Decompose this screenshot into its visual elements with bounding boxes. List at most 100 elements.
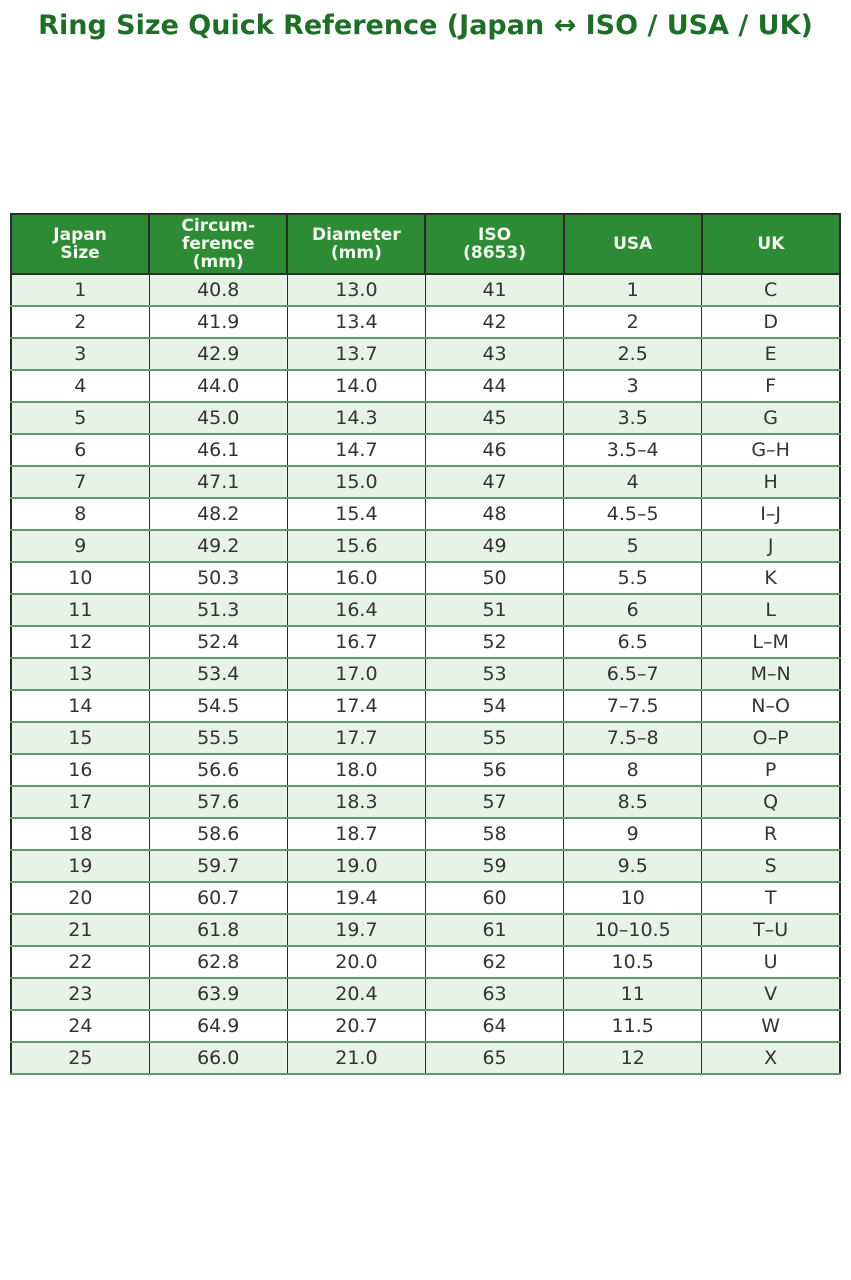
table-cell: 18 — [10, 817, 150, 851]
table-cell: 5 — [563, 529, 703, 563]
table-cell: 18.7 — [286, 817, 426, 851]
table-cell: 8.5 — [563, 785, 703, 819]
table-cell: N–O — [701, 689, 841, 723]
table-cell: 44.0 — [148, 369, 288, 403]
table-cell: 61.8 — [148, 913, 288, 947]
table-cell: 56 — [424, 753, 565, 787]
table-cell: 2 — [10, 305, 150, 339]
table-cell: 13.4 — [286, 305, 426, 339]
table-cell: 10 — [10, 561, 150, 595]
table-row: 4 44.0 14.0 44 3 F — [10, 369, 841, 403]
table-cell: 6 — [10, 433, 150, 467]
table-row: 8 48.2 15.4 48 4.5–5 I–J — [10, 497, 841, 531]
table-row: 19 59.7 19.0 59 9.5 S — [10, 849, 841, 883]
table-body: 1 40.8 13.0 41 1 C 2 41.9 13.4 42 2 D 3 42.9 13.7 43 2.5… — [10, 273, 841, 1075]
table-row: 3 42.9 13.7 43 2.5 E — [10, 337, 841, 371]
table-cell: 11 — [563, 977, 703, 1011]
table-cell: 9 — [563, 817, 703, 851]
table-cell: 14.3 — [286, 401, 426, 435]
table-cell: 15.0 — [286, 465, 426, 499]
table-cell: 65 — [424, 1041, 565, 1075]
table-cell: 7–7.5 — [563, 689, 703, 723]
column-header: Circum- ference (mm) — [148, 213, 289, 275]
table-cell: 7 — [10, 465, 150, 499]
ring-size-table-container: Japan Size Circum- ference (mm) Diameter (… — [9, 213, 842, 1075]
table-cell: 41 — [424, 273, 565, 307]
table-cell: 8 — [563, 753, 703, 787]
table-cell: 4 — [10, 369, 150, 403]
table-cell: I–J — [701, 497, 841, 531]
table-cell: 64 — [424, 1009, 565, 1043]
table-cell: 9 — [10, 529, 150, 563]
table-cell: 15.6 — [286, 529, 426, 563]
table-cell: 46.1 — [148, 433, 288, 467]
table-cell: 12 — [10, 625, 150, 659]
page-title: Ring Size Quick Reference (Japan ↔ ISO /… — [38, 10, 813, 41]
table-cell: 48.2 — [148, 497, 288, 531]
table-cell: L — [701, 593, 841, 627]
table-cell: 2 — [563, 305, 703, 339]
table-cell: 16.0 — [286, 561, 426, 595]
table-row: 18 58.6 18.7 58 9 R — [10, 817, 841, 851]
table-cell: 24 — [10, 1009, 150, 1043]
table-cell: L–M — [701, 625, 841, 659]
table-cell: 49.2 — [148, 529, 288, 563]
table-cell: 14.7 — [286, 433, 426, 467]
table-row: 12 52.4 16.7 52 6.5 L–M — [10, 625, 841, 659]
table-cell: 60 — [424, 881, 565, 915]
table-cell: O–P — [701, 721, 841, 755]
table-cell: 22 — [10, 945, 150, 979]
table-cell: 6.5–7 — [563, 657, 703, 691]
table-cell: 53.4 — [148, 657, 288, 691]
table-cell: V — [701, 977, 841, 1011]
table-cell: 53 — [424, 657, 565, 691]
column-header: USA — [562, 213, 703, 275]
table-cell: M–N — [701, 657, 841, 691]
table-cell: 17.7 — [286, 721, 426, 755]
table-cell: 62 — [424, 945, 565, 979]
table-cell: 3 — [10, 337, 150, 371]
table-cell: 49 — [424, 529, 565, 563]
table-cell: 41.9 — [148, 305, 288, 339]
table-cell: 59.7 — [148, 849, 288, 883]
table-row: 16 56.6 18.0 56 8 P — [10, 753, 841, 787]
table-cell: T–U — [701, 913, 841, 947]
table-cell: S — [701, 849, 841, 883]
table-cell: F — [701, 369, 841, 403]
table-cell: 3.5 — [563, 401, 703, 435]
table-cell: 50 — [424, 561, 565, 595]
table-cell: 17.0 — [286, 657, 426, 691]
table-row: 7 47.1 15.0 47 4 H — [10, 465, 841, 499]
table-cell: 18.0 — [286, 753, 426, 787]
table-cell: 62.8 — [148, 945, 288, 979]
table-cell: 57 — [424, 785, 565, 819]
table-cell: 10.5 — [563, 945, 703, 979]
table-row: 10 50.3 16.0 50 5.5 K — [10, 561, 841, 595]
table-cell: 57.6 — [148, 785, 288, 819]
table-cell: 10–10.5 — [563, 913, 703, 947]
table-cell: 13 — [10, 657, 150, 691]
table-row: 14 54.5 17.4 54 7–7.5 N–O — [10, 689, 841, 723]
table-cell: 9.5 — [563, 849, 703, 883]
table-cell: 54 — [424, 689, 565, 723]
table-row: 25 66.0 21.0 65 12 X — [10, 1041, 841, 1075]
table-cell: 18.3 — [286, 785, 426, 819]
table-cell: 21 — [10, 913, 150, 947]
table-cell: 4.5–5 — [563, 497, 703, 531]
table-cell: 11 — [10, 593, 150, 627]
table-cell: K — [701, 561, 841, 595]
table-cell: 14.0 — [286, 369, 426, 403]
table-cell: 16.7 — [286, 625, 426, 659]
table-cell: 42 — [424, 305, 565, 339]
table-row: 15 55.5 17.7 55 7.5–8 O–P — [10, 721, 841, 755]
table-cell: W — [701, 1009, 841, 1043]
table-cell: 47 — [424, 465, 565, 499]
table-cell: 50.3 — [148, 561, 288, 595]
table-cell: 60.7 — [148, 881, 288, 915]
table-cell: 2.5 — [563, 337, 703, 371]
table-cell: 19.4 — [286, 881, 426, 915]
table-cell: 63.9 — [148, 977, 288, 1011]
table-cell: 66.0 — [148, 1041, 288, 1075]
table-cell: 19.0 — [286, 849, 426, 883]
